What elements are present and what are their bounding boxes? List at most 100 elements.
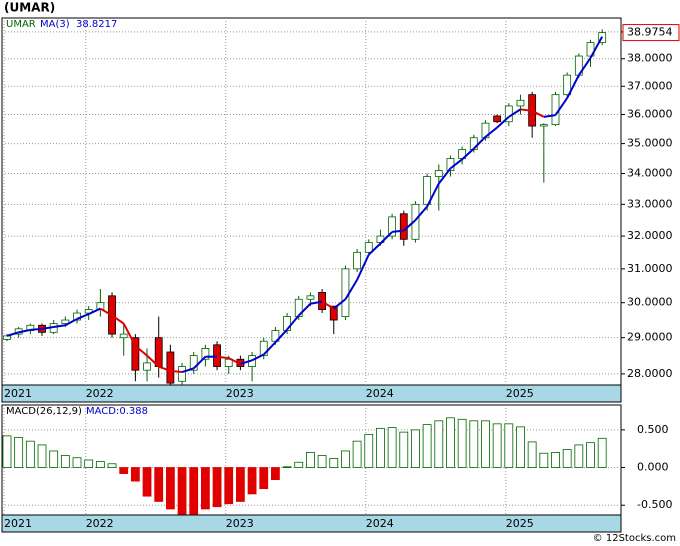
ma-line — [461, 147, 475, 161]
ma-line — [344, 279, 358, 300]
x-tick-label: 2021 — [4, 387, 32, 400]
y-tick-label: 35.0000 — [627, 137, 673, 150]
ma-line — [53, 324, 66, 329]
ma-line — [473, 136, 487, 150]
macd-bar — [399, 431, 409, 468]
last-price: 38.9754 — [627, 26, 673, 39]
ma-line — [76, 313, 90, 320]
macd-bar — [539, 452, 549, 468]
ma-line — [18, 328, 31, 334]
macd-bar — [235, 467, 245, 502]
ma-line — [437, 167, 452, 185]
macd-bar — [119, 467, 129, 474]
x-tick-label: 2021 — [4, 517, 32, 530]
x-tick-label: 2025 — [506, 387, 534, 400]
candle-body — [318, 292, 326, 310]
macd-bar — [14, 436, 24, 468]
ma-line — [6, 331, 19, 337]
ma-line — [181, 367, 195, 373]
ma-line — [449, 158, 463, 170]
ma-line — [566, 74, 580, 99]
macd-bar — [551, 452, 560, 468]
x-tick-label: 2023 — [226, 387, 254, 400]
candle-body — [178, 366, 186, 382]
macd-bar — [107, 463, 117, 468]
macd-bar — [352, 440, 362, 468]
macd-bar — [411, 429, 420, 468]
ma-line — [403, 219, 417, 232]
ma-line — [193, 355, 207, 370]
ma-line — [379, 231, 393, 245]
indicator-value: MACD:0.388 — [86, 406, 148, 417]
candle-body — [189, 355, 198, 371]
macd-bar — [200, 467, 210, 510]
legend-symbol: UMAR — [6, 19, 36, 30]
ma-line — [484, 126, 498, 138]
ma-line — [531, 109, 545, 118]
macd-bar — [247, 467, 257, 495]
macd-bar — [154, 467, 164, 502]
macd-bar — [481, 420, 490, 468]
macd-bar — [329, 458, 339, 468]
ma-line — [496, 116, 510, 129]
macd-bar — [317, 455, 327, 468]
macd-bar — [189, 467, 199, 515]
legend-value: 38.8217 — [76, 19, 117, 30]
panel — [1, 17, 622, 386]
macd-bar — [597, 437, 607, 468]
ma-line — [122, 323, 137, 347]
ma-line — [520, 108, 533, 112]
ma-line — [589, 36, 604, 59]
ma-line — [356, 254, 370, 281]
candle-body — [493, 115, 502, 123]
ma-line — [578, 57, 592, 76]
ma-line — [414, 205, 428, 221]
footer: © 12Stocks.com — [593, 533, 676, 544]
ma-line — [426, 183, 440, 207]
candle-body — [306, 295, 315, 300]
candle-body — [353, 251, 362, 270]
candle-body — [551, 94, 560, 126]
legend-entry: MA(3) — [40, 19, 70, 30]
candle-body — [388, 216, 397, 237]
macd-bar — [341, 450, 350, 468]
date-strip — [1, 384, 622, 403]
macd-bar — [387, 427, 397, 468]
macd-bar — [60, 455, 70, 468]
date-strip — [1, 514, 622, 533]
y-tick-label: 30.0000 — [627, 296, 673, 309]
x-tick-label: 2022 — [86, 387, 114, 400]
candle-body — [3, 335, 11, 340]
y-tick-label: 34.0000 — [627, 167, 673, 180]
ma-line — [543, 114, 556, 118]
macd-bar — [562, 449, 572, 468]
candle-body — [61, 319, 70, 324]
candle-body — [213, 344, 221, 367]
candle-body — [201, 348, 210, 360]
macd-bar — [271, 467, 280, 480]
macd-bar — [504, 423, 514, 468]
y-tick-label: 32.0000 — [627, 229, 673, 242]
macd-bar — [492, 423, 502, 468]
candle-body — [143, 362, 151, 371]
y-tick-label: 33.0000 — [627, 197, 673, 210]
macd-bar — [130, 467, 140, 482]
ma-line — [216, 355, 229, 360]
macd-bar — [177, 467, 187, 515]
macd-bar — [376, 427, 385, 468]
macd-bar — [434, 420, 444, 468]
ma-line — [310, 300, 323, 305]
x-tick-label: 2023 — [226, 517, 254, 530]
macd-bar — [457, 418, 467, 468]
candle-body — [434, 170, 443, 177]
macd-bar — [422, 424, 432, 468]
y-tick-label: 31.0000 — [627, 262, 673, 275]
macd-bar — [2, 435, 12, 468]
x-tick-label: 2024 — [366, 517, 394, 530]
y-tick-label: 37.0000 — [627, 79, 673, 92]
ma-line — [240, 359, 253, 365]
candle-body — [329, 305, 338, 321]
candle-body — [154, 337, 163, 367]
ma-line — [274, 328, 288, 343]
